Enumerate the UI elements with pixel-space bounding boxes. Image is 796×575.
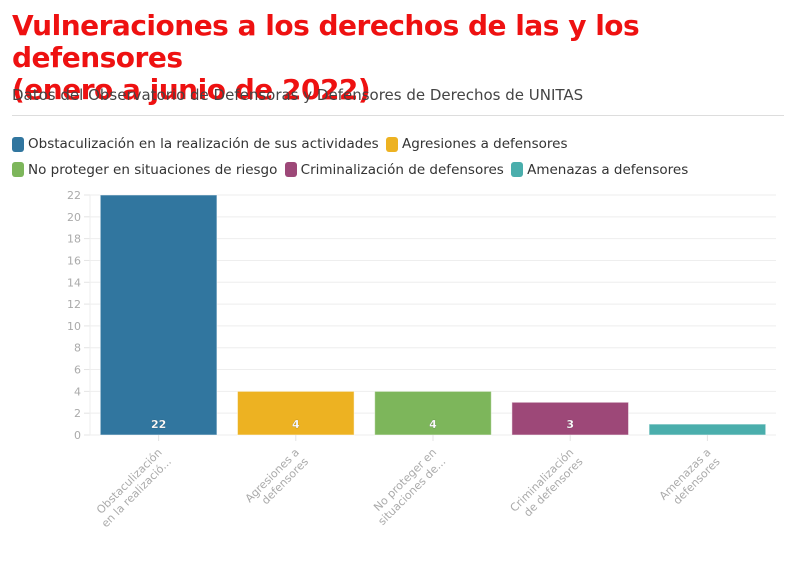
legend-label: Obstaculización en la realización de sus… <box>28 136 379 152</box>
header-divider <box>12 115 784 116</box>
legend-item-amenazas[interactable]: Amenazas a defensores <box>511 159 688 181</box>
title-line-1: Vulneraciones a los derechos de las y lo… <box>12 9 640 74</box>
legend-item-criminalizacion[interactable]: Criminalización de defensores <box>284 159 504 181</box>
y-tick-label: 6 <box>74 364 81 377</box>
y-tick-label: 20 <box>67 211 81 224</box>
legend-item-agresiones[interactable]: Agresiones a defensores <box>385 133 568 155</box>
y-tick-label: 18 <box>67 233 81 246</box>
chart-subtitle: Datos del Observatorio de Defensoras y D… <box>12 86 584 104</box>
data-label: 3 <box>566 418 574 431</box>
legend-item-no-proteger[interactable]: No proteger en situaciones de riesgo <box>12 159 277 181</box>
data-label: 22 <box>151 418 166 431</box>
data-label: 4 <box>292 418 300 431</box>
legend-swatch <box>385 136 398 152</box>
chart-title: Vulneraciones a los derechos de las y lo… <box>12 10 792 106</box>
bar <box>648 423 767 436</box>
legend-swatch <box>284 162 297 177</box>
y-tick-label: 16 <box>67 254 81 267</box>
legend-swatch <box>12 136 24 152</box>
data-label: 4 <box>429 418 437 431</box>
legend-label: Agresiones a defensores <box>401 136 568 152</box>
y-tick-label: 10 <box>67 320 81 333</box>
y-tick-label: 2 <box>74 407 81 420</box>
legend: Obstaculización en la realización de sus… <box>12 133 792 184</box>
y-tick-label: 4 <box>74 385 81 398</box>
y-tick-label: 14 <box>67 276 81 289</box>
bar <box>236 390 355 436</box>
y-tick-label: 22 <box>67 189 81 202</box>
bar <box>511 401 630 436</box>
legend-label: Amenazas a defensores <box>527 161 689 178</box>
y-tick-label: 8 <box>74 342 81 355</box>
legend-label: Criminalización de defensores <box>300 161 504 178</box>
y-tick-label: 12 <box>67 298 81 311</box>
bar <box>99 194 218 436</box>
legend-item-obstaculizacion[interactable]: Obstaculización en la realización de sus… <box>12 133 379 155</box>
y-tick-label: 0 <box>74 429 81 442</box>
bar <box>374 390 492 436</box>
legend-label: No proteger en situaciones de riesgo <box>28 161 278 178</box>
legend-swatch <box>12 162 24 177</box>
legend-swatch <box>511 162 524 177</box>
title-line-2: (enero a junio de 2022) <box>12 73 371 106</box>
